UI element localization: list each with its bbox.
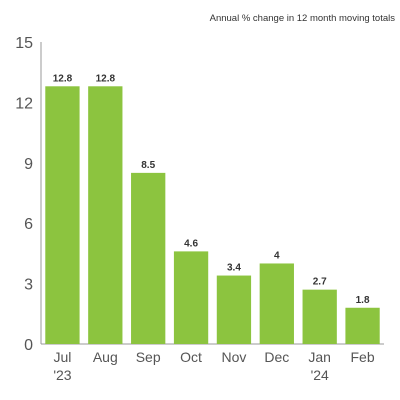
y-tick-label: 0 (24, 337, 33, 354)
x-tick-label: Nov (221, 349, 246, 365)
data-label: 4.6 (184, 238, 198, 249)
x-tick-label: Aug (93, 349, 118, 365)
y-tick-label: 3 (24, 277, 33, 294)
bar-jan (302, 289, 337, 344)
chart-bars (45, 86, 380, 344)
chart-y-axis-labels: 0 3 6 9 12 15 (15, 35, 33, 354)
chart-x-axis-labels: Jul '23 Aug Sep Oct Nov Dec Jan '24 Feb (53, 349, 375, 383)
bar-nov (216, 275, 252, 344)
data-label: 1.8 (356, 295, 370, 306)
data-label: 4 (274, 250, 280, 261)
y-tick-label: 12 (15, 95, 33, 112)
x-tick-label: Sep (136, 349, 161, 365)
data-label: 3.4 (227, 263, 241, 274)
bar-feb (345, 307, 380, 344)
data-label: 2.7 (313, 277, 327, 288)
x-tick-label: Feb (351, 349, 375, 365)
data-label: 12.8 (53, 73, 73, 84)
x-tick-label: Oct (180, 349, 202, 365)
y-tick-label: 9 (24, 156, 33, 173)
y-tick-label: 15 (15, 35, 33, 52)
data-label: 8.5 (141, 160, 155, 171)
bar-oct (173, 251, 209, 344)
x-tick-year-label: '23 (53, 367, 71, 383)
bar-dec (259, 263, 294, 344)
y-tick-label: 6 (24, 216, 33, 233)
chart-subtitle: Annual % change in 12 month moving total… (210, 13, 396, 24)
bar-aug (88, 86, 123, 344)
bar-sep (131, 172, 166, 344)
bar-jul (45, 86, 80, 344)
x-tick-year-label: '24 (311, 367, 329, 383)
x-tick-label: Jan (308, 349, 331, 365)
data-label: 12.8 (96, 73, 116, 84)
chart-data-labels: 12.8 12.8 8.5 4.6 3.4 4 2.7 1.8 (53, 73, 370, 305)
x-tick-label: Dec (264, 349, 289, 365)
x-tick-label: Jul (53, 349, 71, 365)
